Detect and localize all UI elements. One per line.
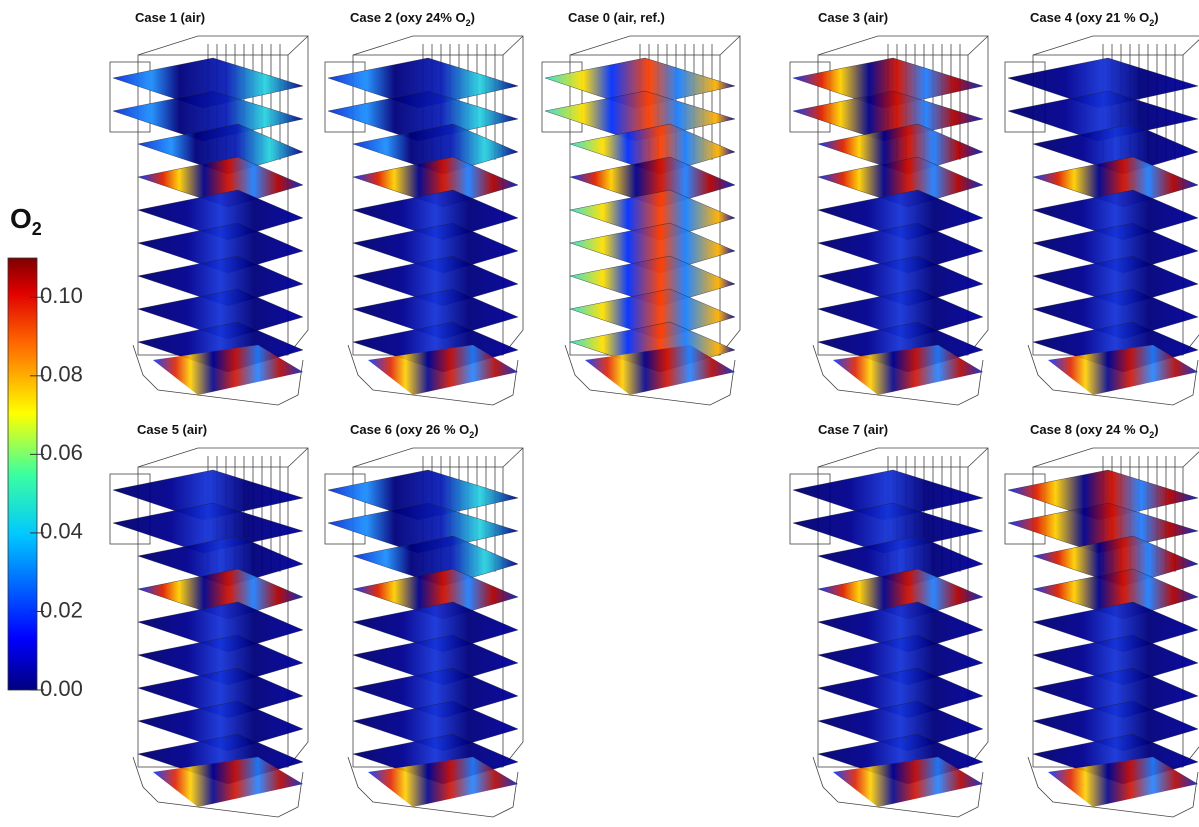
- title-part: Case 0 (air, ref.): [568, 10, 665, 25]
- case-panel: Case 1 (air): [110, 10, 308, 405]
- case-title: Case 3 (air): [818, 10, 888, 25]
- case-title: Case 2 (oxy 24% O2): [350, 10, 475, 28]
- furnace-edge: [1183, 448, 1199, 467]
- furnace-edge: [288, 448, 308, 467]
- title-part: Case 1 (air): [135, 10, 205, 25]
- title-part: ): [474, 422, 478, 437]
- page: O2 0.00 0.02 0.04 0.06 0.08 0.10 Case 1 (air)…: [0, 0, 1199, 827]
- label-main: O: [10, 203, 32, 234]
- title-part: ): [471, 10, 475, 25]
- title-part: Case 8 (oxy 24 % O: [1030, 422, 1149, 437]
- furnace-edge: [288, 36, 308, 55]
- case-title: Case 1 (air): [135, 10, 205, 25]
- colorbar-gradient: [8, 258, 37, 690]
- title-part: Case 6 (oxy 26 % O: [350, 422, 469, 437]
- title-part: ): [1154, 422, 1158, 437]
- case-panel: Case 3 (air): [790, 10, 988, 405]
- furnace-edge: [503, 448, 523, 467]
- case-title: Case 6 (oxy 26 % O2): [350, 422, 479, 440]
- title-part: ): [1154, 10, 1158, 25]
- case-title: Case 4 (oxy 21 % O2): [1030, 10, 1159, 28]
- case-title: Case 0 (air, ref.): [568, 10, 665, 25]
- case-panel: Case 7 (air): [790, 422, 988, 817]
- case-panel: Case 2 (oxy 24% O2): [325, 10, 523, 405]
- title-part: Case 4 (oxy 21 % O: [1030, 10, 1149, 25]
- title-part: Case 7 (air): [818, 422, 888, 437]
- case-panel: Case 8 (oxy 24 % O2): [1005, 422, 1199, 817]
- case-panel: Case 5 (air): [110, 422, 308, 817]
- colorbar-tick-label: 0.04: [40, 519, 83, 544]
- furnace-edge: [1183, 36, 1199, 55]
- title-part: Case 3 (air): [818, 10, 888, 25]
- case-panel: Case 6 (oxy 26 % O2): [325, 422, 523, 817]
- colorbar-tick-label: 0.02: [40, 597, 83, 622]
- furnace-edge: [503, 36, 523, 55]
- figure: O2 0.00 0.02 0.04 0.06 0.08 0.10 Case 1 (air)…: [0, 0, 1199, 827]
- case-title: Case 5 (air): [137, 422, 207, 437]
- title-part: Case 2 (oxy 24% O: [350, 10, 466, 25]
- case-title: Case 8 (oxy 24 % O2): [1030, 422, 1159, 440]
- label-sub: 2: [32, 219, 42, 239]
- case-panel: Case 0 (air, ref.): [542, 10, 740, 405]
- furnace-edge: [968, 36, 988, 55]
- colorbar: O2 0.00 0.02 0.04 0.06 0.08 0.10: [8, 203, 83, 701]
- case-title: Case 7 (air): [818, 422, 888, 437]
- furnace-edge: [720, 36, 740, 55]
- colorbar-label: O2: [10, 203, 42, 239]
- colorbar-tick-label: 0.10: [40, 283, 83, 308]
- colorbar-tick-label: 0.08: [40, 362, 83, 387]
- furnace-edge: [968, 448, 988, 467]
- case-panel: Case 4 (oxy 21 % O2): [1005, 10, 1199, 405]
- colorbar-tick-label: 0.00: [40, 676, 83, 701]
- title-part: Case 5 (air): [137, 422, 207, 437]
- colorbar-tick-label: 0.06: [40, 440, 83, 465]
